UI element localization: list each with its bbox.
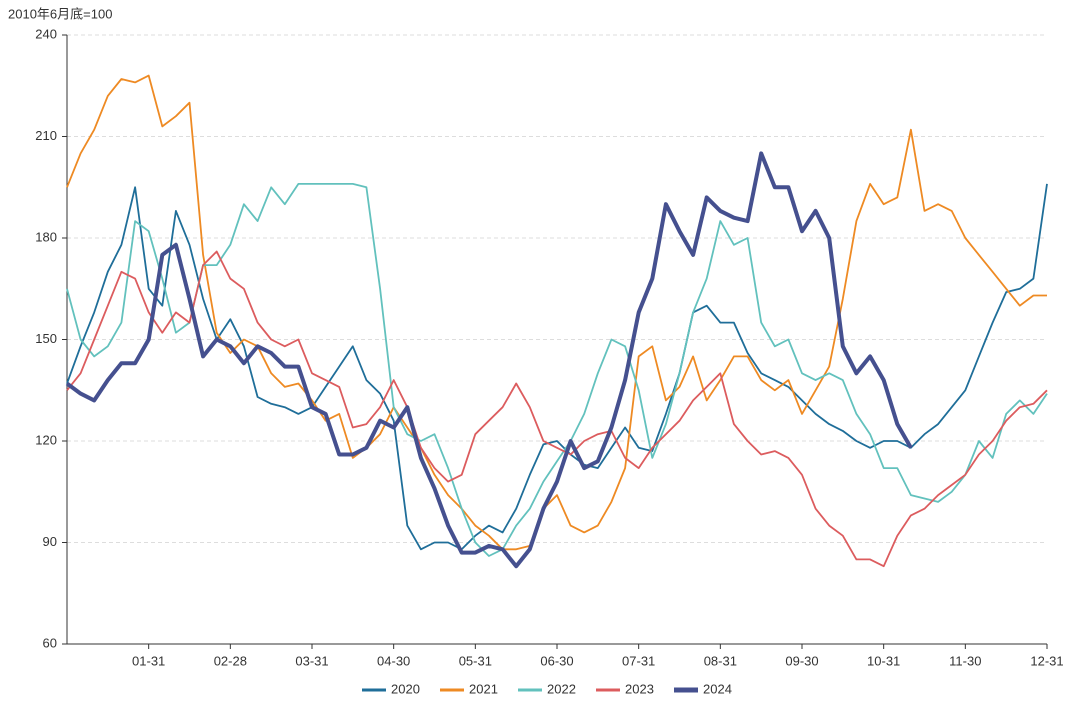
x-tick-label: 03-31 <box>295 653 328 668</box>
y-tick-label: 180 <box>35 229 57 244</box>
y-tick-label: 120 <box>35 432 57 447</box>
x-tick-label: 07-31 <box>622 653 655 668</box>
y-axis-label: 2010年6月底=100 <box>8 6 112 21</box>
y-tick-label: 60 <box>43 635 57 650</box>
legend-label: 2023 <box>625 681 654 696</box>
y-tick-label: 240 <box>35 26 57 41</box>
y-tick-label: 210 <box>35 128 57 143</box>
x-tick-label: 12-31 <box>1030 653 1063 668</box>
x-tick-label: 02-28 <box>214 653 247 668</box>
x-tick-label: 05-31 <box>459 653 492 668</box>
x-tick-label: 06-30 <box>540 653 573 668</box>
legend-label: 2024 <box>703 681 732 696</box>
legend-label: 2020 <box>391 681 420 696</box>
x-tick-label: 08-31 <box>704 653 737 668</box>
x-tick-label: 11-30 <box>949 653 981 668</box>
series-line <box>66 183 1048 557</box>
series-line <box>66 250 1048 568</box>
legend-label: 2021 <box>469 681 498 696</box>
x-tick-label: 09-30 <box>785 653 818 668</box>
y-tick-label: 150 <box>35 331 57 346</box>
series-line <box>66 74 1047 551</box>
x-tick-label: 04-30 <box>377 653 410 668</box>
series-line <box>66 183 1048 551</box>
y-tick-label: 90 <box>43 534 57 549</box>
x-tick-label: 10-31 <box>867 653 900 668</box>
legend-label: 2022 <box>547 681 576 696</box>
series-line <box>65 151 913 569</box>
x-tick-label: 01-31 <box>132 653 165 668</box>
